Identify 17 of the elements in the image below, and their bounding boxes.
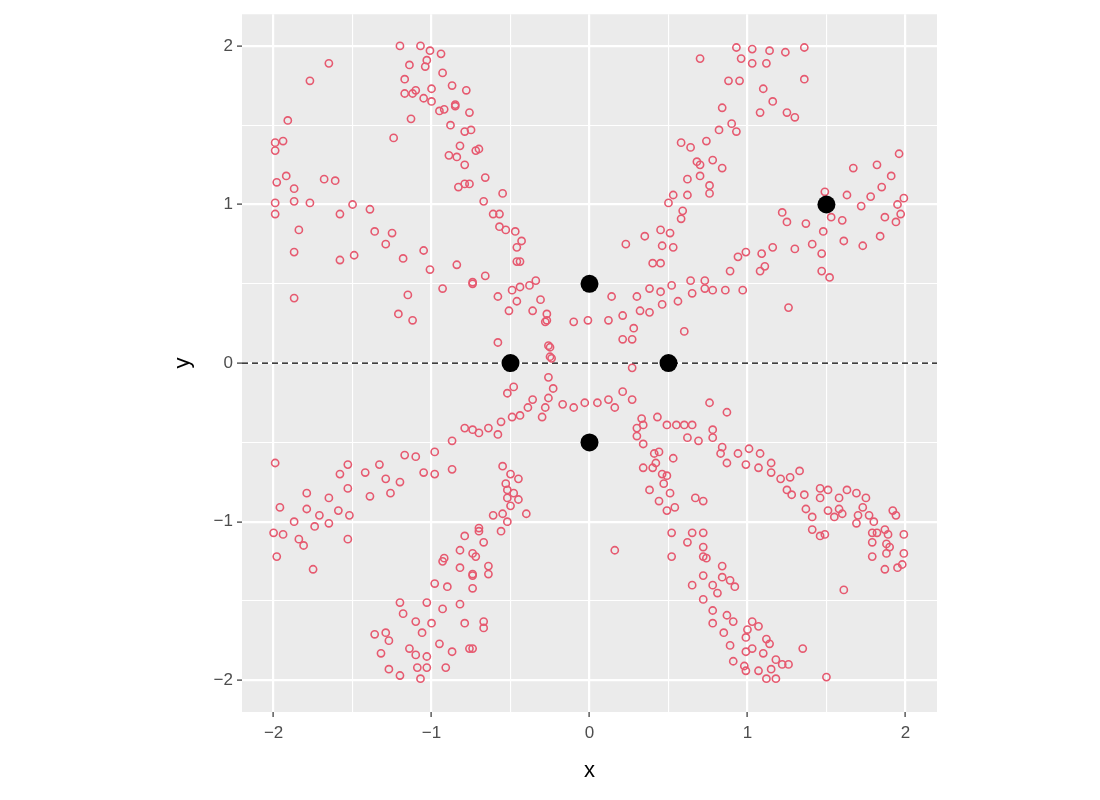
- x-tick-label: 1: [742, 722, 753, 742]
- x-tick-label: −1: [421, 722, 442, 742]
- point: [580, 274, 599, 293]
- point: [817, 195, 836, 214]
- point: [659, 354, 678, 373]
- y-tick-label: −2: [213, 669, 233, 689]
- x-tick-label: −2: [263, 722, 284, 742]
- x-axis-title: x: [584, 756, 595, 782]
- point: [501, 354, 520, 373]
- point: [580, 433, 599, 452]
- x-tick-label: 2: [900, 722, 911, 742]
- y-tick-label: 2: [223, 35, 233, 55]
- y-tick-label: −1: [213, 511, 233, 531]
- y-tick-label: 0: [223, 352, 233, 372]
- y-axis-title: y: [169, 357, 195, 369]
- x-tick-label: 0: [584, 722, 595, 742]
- y-tick-label: 1: [223, 194, 233, 214]
